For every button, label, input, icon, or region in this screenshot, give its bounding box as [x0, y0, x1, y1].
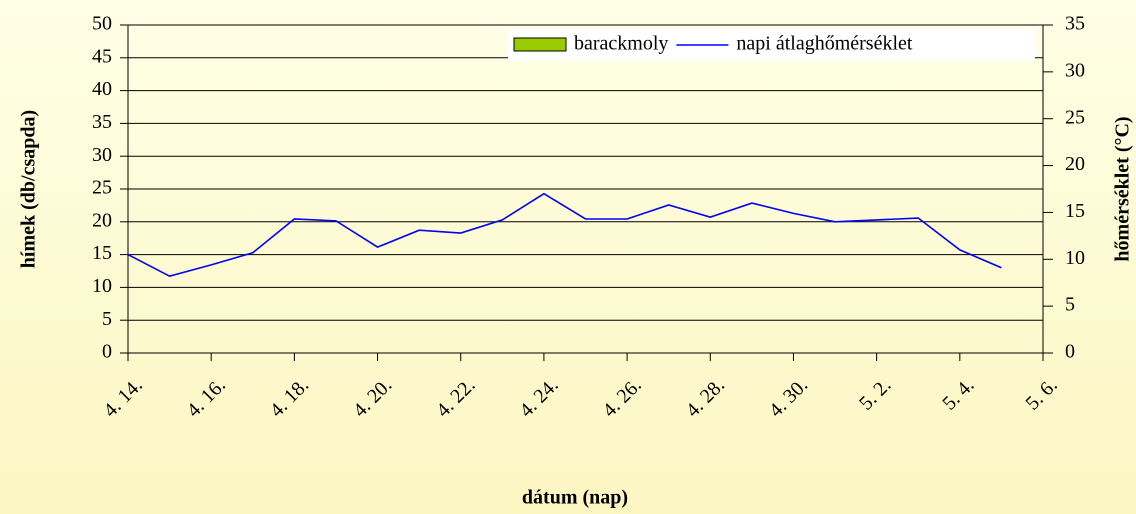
legend: barackmoly napi átlaghőmérséklet: [508, 29, 1035, 61]
x-tick-label: 4. 24.: [515, 374, 562, 421]
y2-tick-label: 15: [1065, 200, 1085, 222]
y-tick-label: 10: [92, 275, 112, 297]
legend-label: napi átlaghőmérséklet: [736, 33, 912, 55]
y2-axis-title: hőmérséklet (°C): [1112, 116, 1134, 261]
y2-tick-label: 5: [1065, 294, 1075, 316]
y-tick-label: 30: [92, 144, 112, 166]
y2-tick-label: 35: [1065, 13, 1085, 35]
x-tick-label: 4. 26.: [598, 374, 645, 421]
x-axis-title: dátum (nap): [522, 487, 628, 509]
x-tick-label: 5. 6.: [1021, 374, 1061, 414]
y2-tick-label: 0: [1065, 341, 1075, 363]
legend-label: barackmoly: [574, 33, 668, 55]
y-tick-label: 5: [102, 308, 112, 330]
y2-tick-label: 10: [1065, 247, 1085, 269]
y-tick-label: 0: [102, 341, 112, 363]
x-tick-label: 4. 18.: [266, 374, 313, 421]
y-tick-label: 35: [92, 111, 112, 133]
line-series: [127, 192, 1002, 278]
x-tick-label: 5. 2.: [855, 374, 895, 414]
y2-tick-label: 20: [1065, 153, 1085, 175]
y2-tick-label: 30: [1065, 59, 1085, 81]
x-tick-label: 4. 20.: [349, 374, 396, 421]
y-tick-label: 15: [92, 242, 112, 264]
x-tick-label: 4. 14.: [99, 374, 146, 421]
y-tick-label: 45: [92, 45, 112, 67]
legend-swatch: [513, 37, 567, 52]
legend-box: [508, 29, 1035, 61]
y-axis-title: hímek (db/csapda): [18, 110, 40, 268]
x-tick-label: 5. 4.: [938, 374, 978, 414]
y-tick-label: 40: [92, 78, 112, 100]
y2-tick-label: 25: [1065, 106, 1085, 128]
y-tick-label: 20: [92, 209, 112, 231]
x-tick-label: 4. 22.: [432, 374, 479, 421]
y-tick-label: 50: [92, 13, 112, 35]
x-tick-label: 4. 28.: [682, 374, 729, 421]
y-tick-label: 25: [92, 177, 112, 199]
x-tick-label: 4. 16.: [183, 374, 230, 421]
x-tick-label: 4. 30.: [765, 374, 812, 421]
